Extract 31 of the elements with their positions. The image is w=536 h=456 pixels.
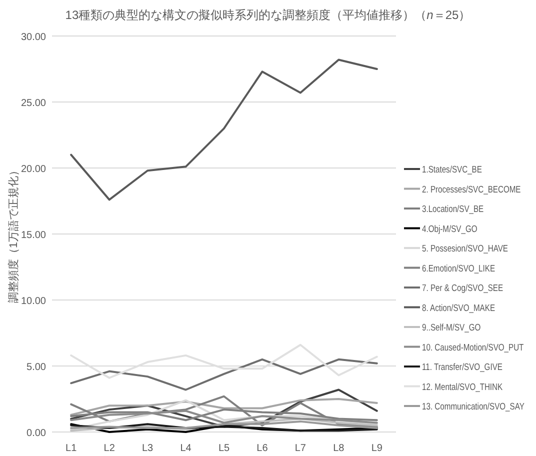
y-tick-label: 15.00	[20, 230, 46, 241]
y-tick-label: 25.00	[20, 98, 46, 109]
y-tick-label: 5.00	[26, 362, 46, 373]
legend-label: 3.Location/SV_BE	[422, 203, 484, 214]
y-tick-label: 30.00	[20, 32, 46, 43]
x-tick-label: L8	[333, 443, 345, 454]
y-tick-label: 0.00	[26, 428, 46, 439]
x-tick-label: L2	[104, 443, 116, 454]
legend-label: 8. Action/SVO_MAKE	[422, 302, 496, 313]
x-tick-label: L5	[218, 443, 230, 454]
legend-label: 6.Emotion/SVO_LIKE	[422, 262, 496, 274]
x-tick-label: L9	[371, 443, 383, 454]
legend-label: 2. Processes/SVC_BECOME	[422, 183, 521, 194]
legend-label: 12. Mental/SVO_THINK	[422, 380, 503, 392]
legend-label: 1.States/SVC_BE	[422, 164, 482, 175]
x-tick-label: L4	[180, 443, 192, 454]
legend-label: 10. Caused-Motion/SVO_PUT	[422, 341, 524, 352]
y-axis-title: 調整頻度（1万語で正規化）	[7, 164, 20, 304]
chart-title: 13種類の典型的な構文の擬似時系列的な調整頻度（平均値推移）（n＝25）	[65, 8, 471, 22]
x-tick-label: L3	[142, 443, 154, 454]
legend-label: 9..Self-M/SV_GO	[422, 322, 481, 333]
x-tick-label: L1	[66, 443, 78, 454]
y-tick-label: 10.00	[20, 296, 46, 307]
x-tick-label: L7	[294, 443, 306, 454]
legend-label: 4.Obj-M/SV_GO	[422, 222, 478, 234]
legend-label: 13. Communication/SVO_SAY	[422, 400, 525, 412]
legend-label: 11. Transfer/SVO_GIVE	[422, 361, 503, 372]
legend-label: 5. Possesion/SVO_HAVE	[422, 242, 508, 254]
legend-label: 7. Per & Cog/SVO_SEE	[422, 282, 504, 294]
x-tick-label: L6	[256, 443, 268, 454]
y-tick-label: 20.00	[20, 164, 46, 175]
